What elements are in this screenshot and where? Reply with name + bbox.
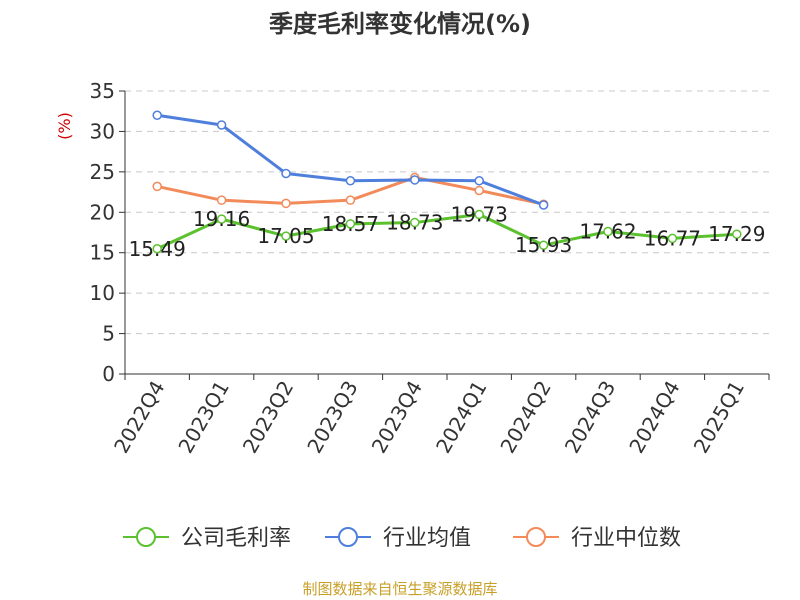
series-2-point-3 — [345, 195, 356, 205]
legend-marker-1 — [338, 527, 358, 547]
legend-label-2: 行业中位数 — [571, 526, 681, 551]
x-tick-label-7: 2024Q3 — [560, 377, 620, 458]
data-label-3: 18.57 — [322, 212, 379, 236]
series-0-point-4 — [410, 217, 420, 228]
data-label-7: 17.62 — [579, 220, 636, 244]
source-note: 制图数据来自恒生聚源数据库 — [302, 580, 498, 598]
series-2-point-0 — [152, 181, 162, 192]
y-tick-label-6: 30 — [90, 119, 115, 143]
data-labels: 15.49 19.16 17.05 18.57 18.73 19.73 15.93 17.62… — [129, 202, 766, 260]
data-label-1: 19.16 — [193, 207, 250, 231]
x-tick-label-8: 2024Q4 — [624, 377, 684, 458]
y-tick-label-4: 20 — [90, 200, 115, 224]
data-label-5: 19.73 — [451, 202, 508, 226]
x-tick-label-1: 2023Q1 — [173, 377, 233, 458]
x-tick-label-6: 2024Q2 — [495, 377, 555, 458]
data-label-8: 16.77 — [644, 226, 701, 250]
series-0-point-8 — [667, 233, 678, 244]
y-tick-label-5: 25 — [90, 160, 115, 184]
data-label-0: 15.49 — [129, 237, 186, 261]
x-tick-label-5: 2024Q1 — [431, 377, 491, 458]
chart-title: 季度毛利率变化情况(%) — [269, 10, 531, 38]
legend-marker-0 — [136, 527, 156, 547]
legend-label-1: 行业均值 — [383, 526, 471, 551]
series-0-point-5 — [474, 209, 484, 220]
y-tick-label-3: 15 — [90, 241, 115, 265]
series-1-point-2 — [281, 168, 291, 179]
series-0-point-9 — [732, 229, 742, 239]
y-tick-label-2: 10 — [90, 281, 115, 305]
series-2-point-5 — [474, 185, 484, 196]
series-group — [152, 110, 742, 254]
series-0-point-7 — [603, 226, 613, 237]
series-1-point-1 — [216, 120, 227, 130]
legend-marker-2 — [526, 527, 546, 547]
x-tick-label-2: 2023Q2 — [238, 377, 298, 458]
series-1-point-5 — [474, 176, 484, 186]
data-label-2: 17.05 — [257, 224, 314, 248]
y-tick-label-7: 35 — [90, 79, 115, 103]
series-2-point-1 — [216, 195, 227, 205]
y-axis-label: (%) — [55, 112, 74, 140]
data-label-9: 17.29 — [708, 222, 765, 246]
series-line-0 — [156, 212, 737, 251]
series-1-point-0 — [152, 110, 162, 121]
legend-label-0: 公司毛利率 — [181, 526, 291, 551]
series-2-point-2 — [281, 198, 291, 209]
x-tick-label-9: 2025Q1 — [689, 377, 749, 458]
y-tick-label-0: 0 — [102, 362, 115, 386]
series-1-point-3 — [345, 176, 356, 186]
series-0-point-3 — [345, 219, 356, 229]
series-0-point-0 — [152, 244, 162, 254]
x-tick-label-0: 2022Q4 — [109, 377, 169, 458]
data-label-4: 18.73 — [386, 211, 443, 235]
series-1-point-6 — [538, 200, 549, 210]
x-tick-label-4: 2023Q4 — [367, 377, 427, 458]
series-0-point-1 — [216, 214, 227, 224]
series-0-point-6 — [538, 240, 549, 250]
data-label-6: 15.93 — [515, 233, 572, 257]
grid-lines — [125, 90, 769, 335]
series-0-point-2 — [281, 231, 291, 241]
y-tick-label-1: 5 — [102, 322, 115, 346]
x-tick-label-3: 2023Q3 — [302, 377, 362, 458]
legend: 公司毛利率 行业均值 行业中位数 — [123, 526, 681, 551]
series-1-point-4 — [410, 175, 420, 185]
